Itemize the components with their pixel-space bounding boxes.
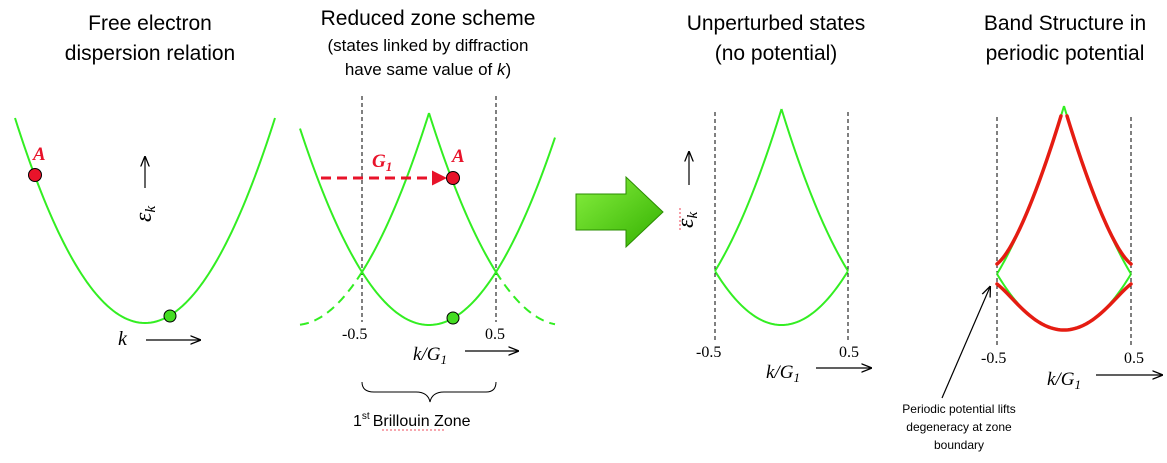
panel4-title-line2: periodic potential [986, 42, 1145, 65]
state-a-label-reduced: A [451, 146, 465, 167]
panel3-title-line1: Unperturbed states [687, 12, 866, 35]
panel3-title-line2: (no potential) [715, 42, 838, 65]
panel2-title: Reduced zone scheme [321, 7, 536, 30]
panel-unperturbed: Unperturbed states (no potential) εk -0.… [673, 12, 871, 385]
left-boundary-label-3: -0.5 [696, 344, 721, 361]
panel-reduced-zone: Reduced zone scheme (states linked by di… [299, 7, 556, 431]
panel4-title-line1: Band Structure in [984, 12, 1146, 35]
lower-energy-band [995, 282, 1133, 332]
annotation-line3: boundary [934, 438, 984, 452]
panel-band-structure: Band Structure in periodic potential -0.… [902, 12, 1162, 452]
panel1-title-line1: Free electron [88, 12, 212, 35]
reciprocal-vector-label: G1 [372, 151, 392, 174]
unperturbed-bands [714, 108, 849, 327]
band-minimum-point [163, 309, 177, 323]
shifted-parabola-left [361, 112, 430, 273]
free-electron-parabola [14, 117, 276, 325]
panel2-subtitle-line2: have same value of k) [345, 60, 511, 79]
band-k-axis-label: k/G1 [1047, 369, 1081, 392]
energy-axis-label: εk [131, 206, 159, 222]
annotation-pointer-arrow [941, 287, 990, 399]
free-electron-reference-bands [996, 105, 1132, 332]
transition-arrow [575, 175, 664, 249]
k-axis-label: k [118, 328, 128, 350]
state-a-label: A [32, 144, 46, 165]
right-boundary-label-4: 0.5 [1124, 350, 1144, 367]
annotation-line2: degeneracy at zone [906, 420, 1012, 434]
unperturbed-k-axis-label: k/G1 [766, 362, 800, 385]
shifted-parabola-right-extended [495, 271, 556, 326]
annotation-line1: Periodic potential lifts [902, 402, 1015, 416]
brillouin-zone-brace [361, 381, 497, 403]
right-boundary-label-3: 0.5 [839, 344, 859, 361]
left-boundary-label-4: -0.5 [981, 350, 1006, 367]
panel-free-electron: Free electron dispersion relation A εk k [14, 12, 276, 350]
state-a-point-reduced [446, 171, 460, 185]
panel2-subtitle-line1: (states linked by diffraction [328, 36, 529, 55]
central-parabola [299, 128, 556, 326]
panel1-title-line2: dispersion relation [65, 42, 235, 65]
state-a-point [28, 168, 42, 182]
upper-energy-band [995, 114, 1133, 266]
band-minimum-point-reduced [446, 311, 460, 325]
right-boundary-label: 0.5 [485, 326, 505, 343]
shifted-parabola-right [428, 112, 497, 273]
left-boundary-label: -0.5 [342, 326, 367, 343]
brillouin-zone-label: 1st Brillouin Zone [353, 411, 471, 430]
shifted-parabola-left-extended [299, 271, 363, 326]
reduced-k-axis-label: k/G1 [413, 344, 447, 367]
energy-axis-label-3: εk [673, 212, 701, 228]
